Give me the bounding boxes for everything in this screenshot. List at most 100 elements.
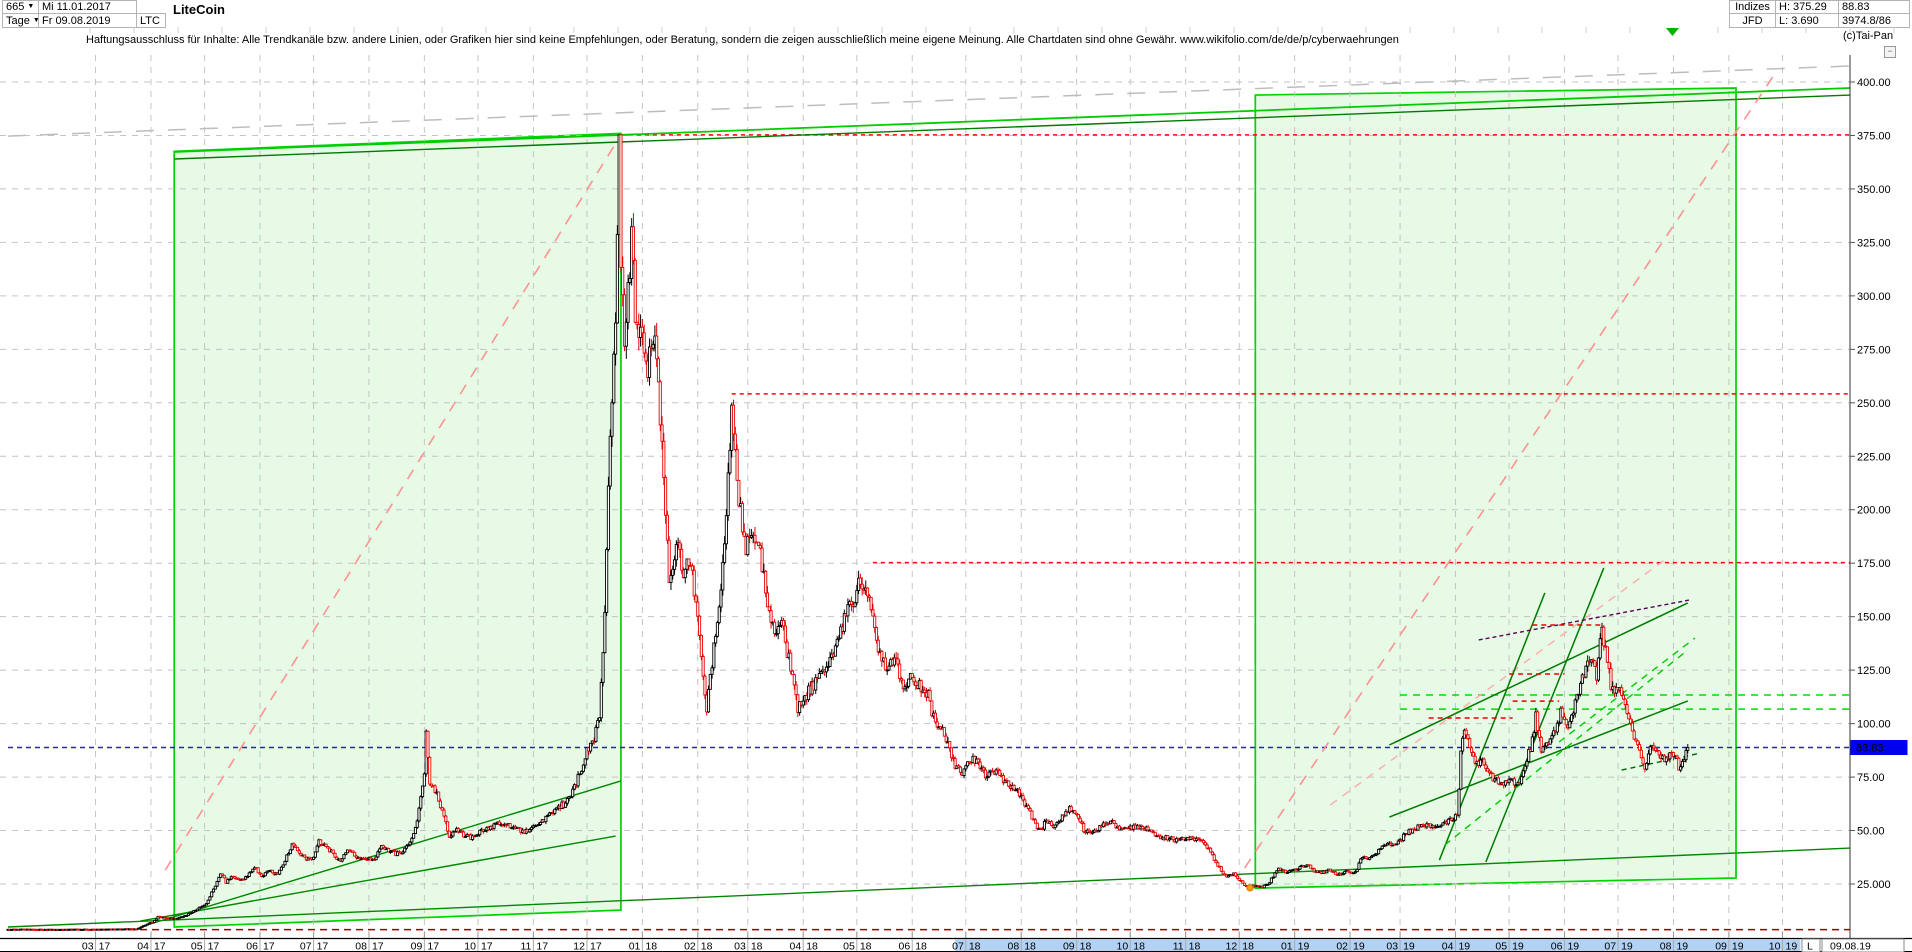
x-axis-month: 12: [1226, 941, 1238, 952]
x-axis-month: 04: [1442, 941, 1454, 952]
feed-label: JFD: [1742, 14, 1763, 27]
x-axis-month: 02: [1336, 941, 1348, 952]
x-axis-month: 12: [573, 941, 585, 952]
x-axis-month: 05: [843, 941, 855, 952]
x-axis-month: 05: [191, 941, 203, 952]
y-axis-label: 250.00: [1857, 398, 1891, 410]
x-axis-year: 17: [317, 941, 329, 952]
x-axis-month: 06: [1551, 941, 1563, 952]
fan-2017-lower: [140, 835, 616, 922]
y-axis-label: 25.000: [1857, 879, 1891, 891]
date-to-value: Fr 09.08.2019: [42, 14, 111, 27]
period-dropdown[interactable]: Tage ▼: [2, 13, 40, 28]
x-axis-year: 18: [1133, 941, 1145, 952]
y-axis-label: 200.00: [1857, 505, 1891, 517]
cursor-date-box: [1821, 938, 1905, 952]
market-label: Indizes: [1735, 1, 1770, 13]
x-axis-month: 08: [1660, 941, 1672, 952]
trend-channel-2017: [173, 132, 622, 928]
trend-2019-steep-2: [1485, 567, 1605, 863]
x-axis-month: 11: [520, 941, 531, 952]
x-axis-month: 07: [1604, 941, 1616, 952]
x-axis-month: 10: [1769, 941, 1781, 952]
volume-cell: 3974.8/86: [1838, 13, 1910, 28]
x-axis-month: 02: [684, 941, 696, 952]
fan-2017-upper: [140, 780, 622, 928]
x-axis-month: 06: [246, 941, 258, 952]
instrument-title: LiteCoin: [170, 1, 228, 19]
bars-count-value: 665: [6, 1, 25, 13]
x-axis-year: 19: [1353, 941, 1365, 952]
y-axis-label: 175.00: [1857, 558, 1891, 570]
cursor-date-text: 09.08.19: [1830, 941, 1871, 952]
header-ruler-ticks: [89, 27, 1895, 33]
x-axis-highlight: [955, 939, 1801, 951]
time-axis: 03 17 04 17 05 17 06 17 07 17 08 17 09 17 10 17 11 17 12 17…: [0, 932, 1912, 952]
x-axis-month: 03: [1386, 941, 1398, 952]
upper-trend-lime: [174, 87, 1850, 153]
x-axis-year: 17: [372, 941, 384, 952]
green-marker-icon: [1666, 28, 1679, 36]
cursor-label-box: [1801, 938, 1821, 952]
x-axis-year: 19: [1785, 941, 1797, 952]
chevron-down-icon: ▼: [32, 16, 40, 24]
x-axis-year: 19: [1298, 941, 1310, 952]
trend-channel-2019: [1254, 87, 1737, 889]
x-axis-month: 08: [1008, 941, 1020, 952]
period-high-value: H: 375.29: [1779, 1, 1827, 13]
x-axis-year: 17: [481, 941, 493, 952]
trend-channels: [173, 87, 1737, 928]
market-cell: Indizes: [1729, 0, 1776, 14]
swing-low-marker: [1246, 884, 1254, 892]
candlestick-series: [6, 134, 1690, 931]
x-axis-year: 18: [1080, 941, 1092, 952]
chevron-down-icon: ▼: [27, 3, 35, 10]
collapse-box[interactable]: −: [1884, 46, 1896, 58]
x-axis-year: 19: [1567, 941, 1579, 952]
last-price-tag-text: 88.83: [1856, 742, 1884, 754]
x-axis-year: 17: [99, 941, 111, 952]
last-price-value: 88.83: [1842, 1, 1870, 13]
gray-long-diagonal: [7, 65, 1850, 137]
period-low-value: L: 3.690: [1779, 14, 1819, 27]
cursor-label-text: L: [1807, 941, 1813, 952]
x-axis-month: 09: [1715, 941, 1727, 952]
x-axis-year: 19: [1458, 941, 1470, 952]
price-axis: 400.00 375.00 350.00 325.00 300.00 275.00 250.…: [1849, 55, 1908, 938]
trend-2019-mid-lower: [1389, 700, 1689, 818]
x-axis-month: 09: [411, 941, 423, 952]
date-to-field[interactable]: Fr 09.08.2019: [38, 13, 137, 28]
x-axis-year: 18: [701, 941, 713, 952]
x-axis-year: 18: [915, 941, 927, 952]
gridlines: [0, 55, 1850, 938]
y-axis-label: 225.00: [1857, 451, 1891, 463]
x-axis-year: 19: [1732, 941, 1744, 952]
period-low-cell: L: 3.690: [1775, 13, 1839, 28]
x-axis-month: 03: [82, 941, 94, 952]
x-axis-year: 19: [1621, 941, 1633, 952]
x-axis-month: 04: [790, 941, 802, 952]
volume-value: 3974.8/86: [1842, 14, 1891, 27]
x-axis-year: 17: [208, 941, 220, 952]
x-axis-month: 05: [1495, 941, 1507, 952]
x-axis-month: 10: [1117, 941, 1129, 952]
pink-shallow-2019: [1329, 559, 1665, 806]
last-price-cell: 88.83: [1838, 0, 1910, 14]
y-axis-label: 150.00: [1857, 612, 1891, 624]
y-axis-label: 400.00: [1857, 77, 1891, 89]
trend-lines: [7, 65, 1850, 928]
bottom-support: [7, 847, 1850, 928]
x-axis-month: 08: [355, 941, 367, 952]
x-axis-year: 18: [969, 941, 981, 952]
copyright-label: (c)Tai-Pan: [1843, 30, 1894, 42]
x-axis-month: 06: [899, 941, 911, 952]
feed-cell: JFD: [1729, 13, 1776, 28]
y-axis-label: 325.00: [1857, 237, 1891, 249]
x-axis-month: 09: [1063, 941, 1075, 952]
x-axis-month: 11: [1173, 941, 1184, 952]
symbol-cell: LTC: [136, 13, 166, 28]
x-axis-year: 18: [751, 941, 763, 952]
y-axis-label: 75.00: [1857, 772, 1885, 784]
